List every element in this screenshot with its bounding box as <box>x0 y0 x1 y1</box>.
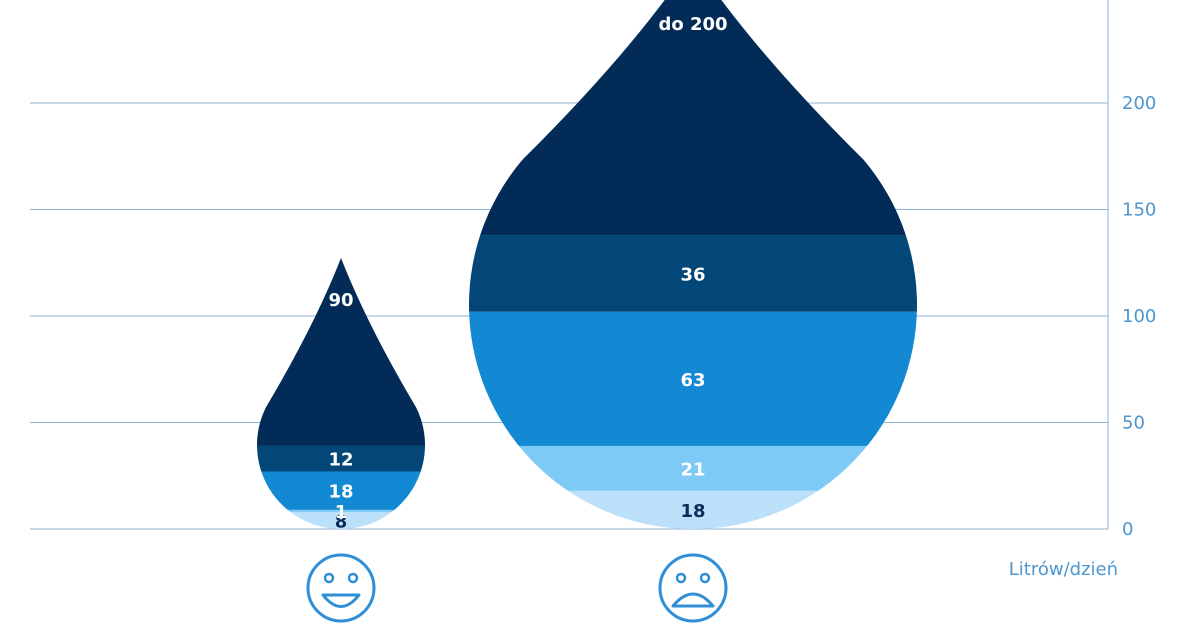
drop-low-label-0: 8 <box>335 511 348 532</box>
drop-high-segment-2 <box>469 311 917 446</box>
y-axis-ticks: 0 50 100 150 200 <box>1122 93 1156 540</box>
smiley-sad-icon <box>658 553 728 623</box>
drop-low-segment-3 <box>257 445 425 472</box>
drop-high-label-3: 36 <box>680 264 705 285</box>
drop-low-label-4: 90 <box>328 290 353 311</box>
face-icons <box>306 553 728 623</box>
drop-high-segment-4 <box>469 0 917 236</box>
y-tick-100: 100 <box>1122 306 1156 327</box>
y-tick-50: 50 <box>1122 413 1145 434</box>
y-tick-150: 150 <box>1122 200 1156 221</box>
y-tick-200: 200 <box>1122 93 1156 114</box>
drop-low-segment-4 <box>257 258 425 446</box>
drop-high-segment-3 <box>469 235 917 312</box>
smiley-happy-icon <box>306 553 376 623</box>
drop-low-label-1: 1 <box>335 502 348 523</box>
drop-high-label-1: 21 <box>680 459 705 480</box>
drop-low-segment-2 <box>257 471 425 510</box>
drop-low-segment-1 <box>257 509 425 512</box>
drop-high-label-2: 63 <box>680 370 705 391</box>
drop-high-label-0: 18 <box>680 501 705 522</box>
y-axis-unit-label: Litrów/dzień <box>1009 559 1118 580</box>
y-tick-0: 0 <box>1122 519 1133 540</box>
drop-low-label-2: 18 <box>328 482 353 503</box>
drop-low-label-3: 12 <box>328 450 353 471</box>
drop-high-label-4: do 200 <box>658 14 727 35</box>
